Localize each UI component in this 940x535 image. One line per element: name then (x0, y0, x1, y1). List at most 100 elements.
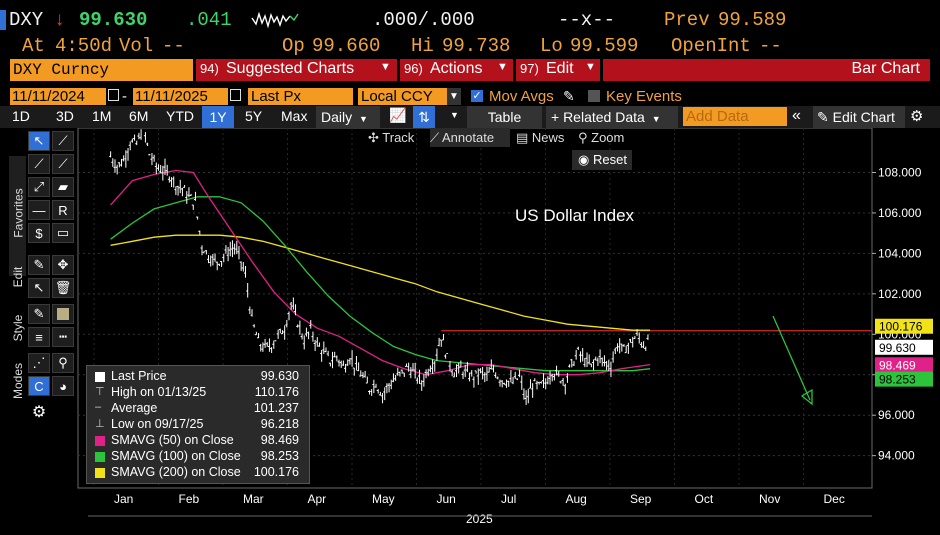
mov-avgs-label[interactable]: Mov Avgs (489, 88, 554, 105)
collapse-icon[interactable]: « (792, 107, 801, 124)
bid-ask-size: --x-- (558, 9, 616, 31)
date-separator: - (122, 88, 127, 105)
edit-chart-button[interactable]: ✎ Edit Chart (813, 106, 905, 128)
annotate-label: Annotate (442, 130, 495, 145)
settings-icon[interactable]: ⚙ (31, 404, 47, 421)
edit-menu[interactable]: 97) Edit ▼ (516, 59, 600, 81)
magnet-icon[interactable]: ⚲ (52, 353, 74, 373)
rectangle-tool-icon[interactable]: ▭ (52, 223, 74, 243)
crosshair-button[interactable]: ⇅ (413, 106, 435, 128)
add-data-input[interactable]: Add Data (683, 107, 787, 126)
left-sidebar: Favorites Edit Style Modes ↖ ⟋ ⟋ ⟋ ⤢ ▰ —… (0, 128, 80, 428)
news-button[interactable]: ▤ News (516, 130, 565, 145)
gear-icon[interactable]: ⚙ (910, 108, 924, 125)
hline-tool-icon[interactable]: — (28, 200, 50, 220)
period-5y[interactable]: 5Y (245, 108, 262, 124)
currency-select[interactable]: Local CCY (358, 88, 461, 105)
pencil-icon[interactable]: ✎ (563, 88, 575, 104)
chart-type-label: Bar Chart (851, 60, 920, 77)
x-tick-label: Jun (437, 492, 456, 506)
color-tool-icon[interactable]: ✎ (28, 304, 50, 324)
reset-button[interactable]: ◉ Reset (572, 150, 632, 170)
suggested-charts-menu[interactable]: 94) Suggested Charts ▼ (196, 59, 397, 81)
sma100-line (110, 196, 651, 372)
period-label: 6M (129, 108, 149, 124)
x-tick-label: Nov (759, 492, 780, 506)
field-value: Last Px (251, 88, 302, 105)
quote-header: DXY ↓ 99.630 .041 .000/.000 --x-- Prev 9… (0, 8, 940, 36)
annotate-button[interactable]: ⟋ Annotate (430, 128, 510, 147)
currency-dropdown-button[interactable]: ▼ (447, 88, 461, 105)
y-tick-label: 94.000 (878, 449, 915, 463)
legend-row-low: ⊥ Low on 09/17/25 96.218 (87, 417, 307, 433)
chevron-down-icon: ▼ (585, 61, 596, 73)
vol-label: Vol (119, 35, 154, 57)
vol-value: -- (162, 35, 185, 57)
zoom-button[interactable]: ⚲ Zoom (578, 130, 625, 145)
mode-c-icon[interactable]: C (28, 376, 50, 396)
chart-type-bar[interactable]: Bar Chart (603, 59, 930, 81)
line-tool-icon[interactable]: ⟋ (52, 131, 74, 151)
edit-label: Edit (546, 60, 574, 77)
period-6m[interactable]: 6M (129, 108, 148, 124)
period-label: 3D (56, 108, 74, 124)
low-value: 99.599 (570, 35, 639, 57)
sma200-price-label-bg (875, 318, 933, 334)
fill-swatch-icon[interactable] (52, 304, 74, 324)
legend-row-sma100[interactable]: SMAVG (100) on Close 98.253 (87, 449, 307, 465)
price-change: .041 (186, 9, 232, 31)
retracement-tool-icon[interactable]: R (52, 200, 74, 220)
prev-value: 99.589 (718, 9, 787, 31)
calendar-icon[interactable] (108, 89, 119, 101)
period-3d[interactable]: 3D (56, 108, 74, 124)
palette-icon[interactable]: ◕ (52, 376, 74, 396)
period-1m[interactable]: 1M (92, 108, 111, 124)
move-tool-icon[interactable]: ✥ (52, 255, 74, 275)
chevron-down-icon[interactable]: ▼ (450, 110, 459, 120)
segment-tool-icon[interactable]: ⟋ (28, 154, 50, 174)
y-tick-label: 102.000 (878, 287, 922, 301)
channel-tool-icon[interactable]: ▰ (52, 177, 74, 197)
track-button[interactable]: ✣ Track (368, 130, 415, 145)
dash-tool-icon[interactable]: ⋰ (28, 353, 50, 373)
reset-icon: ◉ (578, 152, 590, 167)
sidebar-tab-favorites[interactable]: Favorites (9, 156, 26, 276)
mov-avgs-checkbox[interactable]: ✓ (471, 90, 483, 102)
security-field[interactable]: DXY Curncy (10, 59, 193, 81)
calendar-icon[interactable] (230, 89, 241, 101)
field-select[interactable]: Last Px (248, 88, 353, 105)
line-style-icon[interactable]: ┅ (52, 327, 74, 347)
end-date-field[interactable]: 11/11/2025 (133, 88, 228, 105)
line-weight-icon[interactable]: ≡ (28, 327, 50, 347)
price-tool-icon[interactable]: $ (28, 223, 50, 243)
pen-tool-icon[interactable]: ✎ (28, 255, 50, 275)
legend-row-last-price: Last Price 99.630 (87, 369, 307, 385)
select-tool-icon[interactable]: ↖ (28, 278, 50, 298)
frequency-select[interactable]: Daily ▼ (316, 106, 380, 128)
period-1d[interactable]: 1D (12, 108, 30, 124)
ray-tool-icon[interactable]: ⟋ (52, 154, 74, 174)
period-ytd[interactable]: YTD (166, 108, 194, 124)
legend-row-sma50[interactable]: SMAVG (50) on Close 98.469 (87, 433, 307, 449)
period-1y[interactable]: 1Y (202, 106, 234, 128)
legend-row-average: – Average 101.237 (87, 401, 307, 417)
period-label: Max (281, 108, 308, 124)
related-data-button[interactable]: + Related Data ▼ (546, 106, 678, 128)
legend-name: Average (111, 401, 158, 415)
legend-name: SMAVG (100) on Close (111, 449, 241, 463)
chart-line-icon[interactable]: 📈 (389, 107, 407, 123)
x-tick-label: Oct (695, 492, 714, 506)
key-events-checkbox[interactable] (588, 90, 600, 102)
trend-tool-icon[interactable]: ⤢ (28, 177, 50, 197)
cursor-tool-icon[interactable]: ↖ (28, 131, 50, 151)
legend-value: 101.237 (253, 401, 299, 415)
ticker-symbol[interactable]: DXY (9, 9, 44, 31)
x-tick-label: Aug (566, 492, 587, 506)
actions-menu[interactable]: 96) Actions ▼ (400, 59, 513, 81)
legend-row-sma200[interactable]: SMAVG (200) on Close 100.176 (87, 465, 307, 481)
table-button[interactable]: Table (467, 106, 542, 128)
period-max[interactable]: Max (281, 108, 307, 124)
key-events-label[interactable]: Key Events (606, 88, 682, 105)
trash-icon[interactable]: 🗑 (52, 278, 74, 298)
start-date-field[interactable]: 11/11/2024 (10, 88, 106, 105)
